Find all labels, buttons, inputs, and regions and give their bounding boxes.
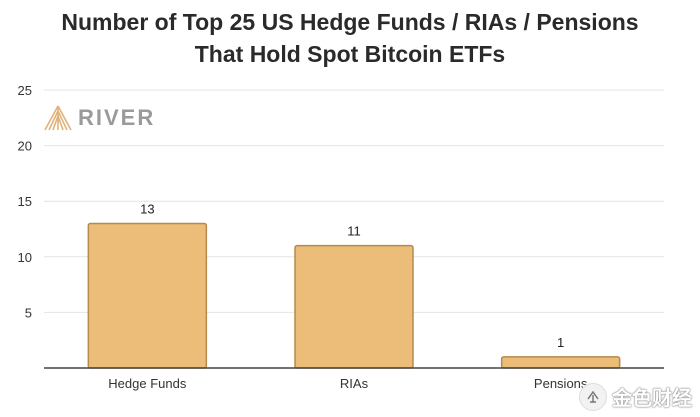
bar-hedge-funds	[87, 222, 208, 369]
river-logo-text: RIVER	[78, 105, 156, 130]
watermark-icon	[579, 382, 607, 411]
watermark-text: 金色财经	[612, 386, 692, 410]
watermark: 金色财经	[579, 382, 692, 411]
y-tick-label: 5	[25, 305, 32, 320]
river-logo-icon	[44, 105, 72, 131]
river-logo: RIVER	[44, 104, 155, 132]
data-label: 1	[557, 335, 564, 350]
bar-pensions	[500, 356, 621, 369]
y-tick-label: 10	[18, 250, 32, 265]
bar-rias	[294, 244, 414, 369]
y-tick-label: 20	[18, 139, 32, 154]
x-tick-label: RIAs	[340, 376, 369, 391]
chart-title: Number of Top 25 US Hedge Funds / RIAs /…	[0, 6, 700, 70]
bars	[87, 222, 621, 369]
chart-title-line-1: Number of Top 25 US Hedge Funds / RIAs /…	[61, 9, 639, 35]
y-tick-label: 15	[18, 194, 32, 209]
data-label: 13	[140, 201, 154, 216]
x-tick-label: Hedge Funds	[108, 376, 187, 391]
data-label: 11	[347, 224, 361, 239]
chart-title-line-2: That Hold Spot Bitcoin ETFs	[194, 41, 506, 67]
y-tick-label: 25	[18, 83, 32, 98]
x-tick-label: Pensions	[534, 376, 588, 391]
x-axis-ticks: Hedge Funds RIAs Pensions	[108, 376, 588, 391]
y-axis-ticks: 5 10 15 20 25	[18, 83, 32, 320]
